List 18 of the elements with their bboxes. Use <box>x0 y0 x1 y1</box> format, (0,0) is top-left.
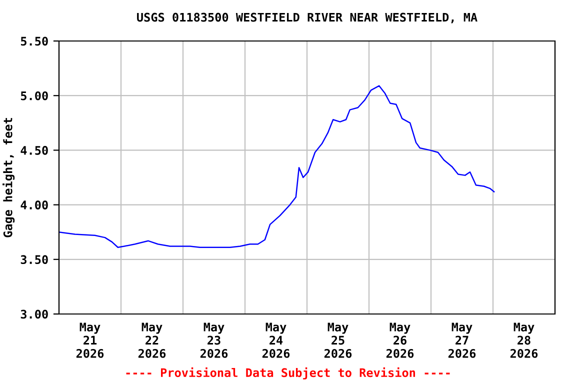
y-tick-label: 5.00 <box>20 91 48 100</box>
x-tick-label: May 23 2026 <box>200 322 228 358</box>
text: ---- Provisional Data Subject to Revision ---- <box>126 367 450 380</box>
x-tick-label: May 28 2026 <box>510 322 538 358</box>
y-tick-label: 4.50 <box>20 146 48 155</box>
y-tick-label: 4.00 <box>20 200 48 210</box>
y-tick-label: 3.50 <box>20 255 48 264</box>
line-series <box>59 85 495 248</box>
y-axis-title: Gage height, feet <box>2 118 15 238</box>
chart-title: USGS 01183500 WESTFIELD RIVER NEAR WESTFIELD, MA <box>137 12 478 24</box>
x-tick-label: May 27 2026 <box>448 322 476 358</box>
y-tick-label: 5.50 <box>20 36 48 46</box>
x-tick-label: May 25 2026 <box>324 322 352 358</box>
x-tick-label: May 26 2026 <box>386 322 414 358</box>
x-tick-label: May 24 2026 <box>262 322 290 358</box>
x-tick-label: May 21 2026 <box>76 322 104 358</box>
y-tick-label: 3.00 <box>20 310 48 319</box>
x-tick-label: May 22 2026 <box>138 322 166 358</box>
